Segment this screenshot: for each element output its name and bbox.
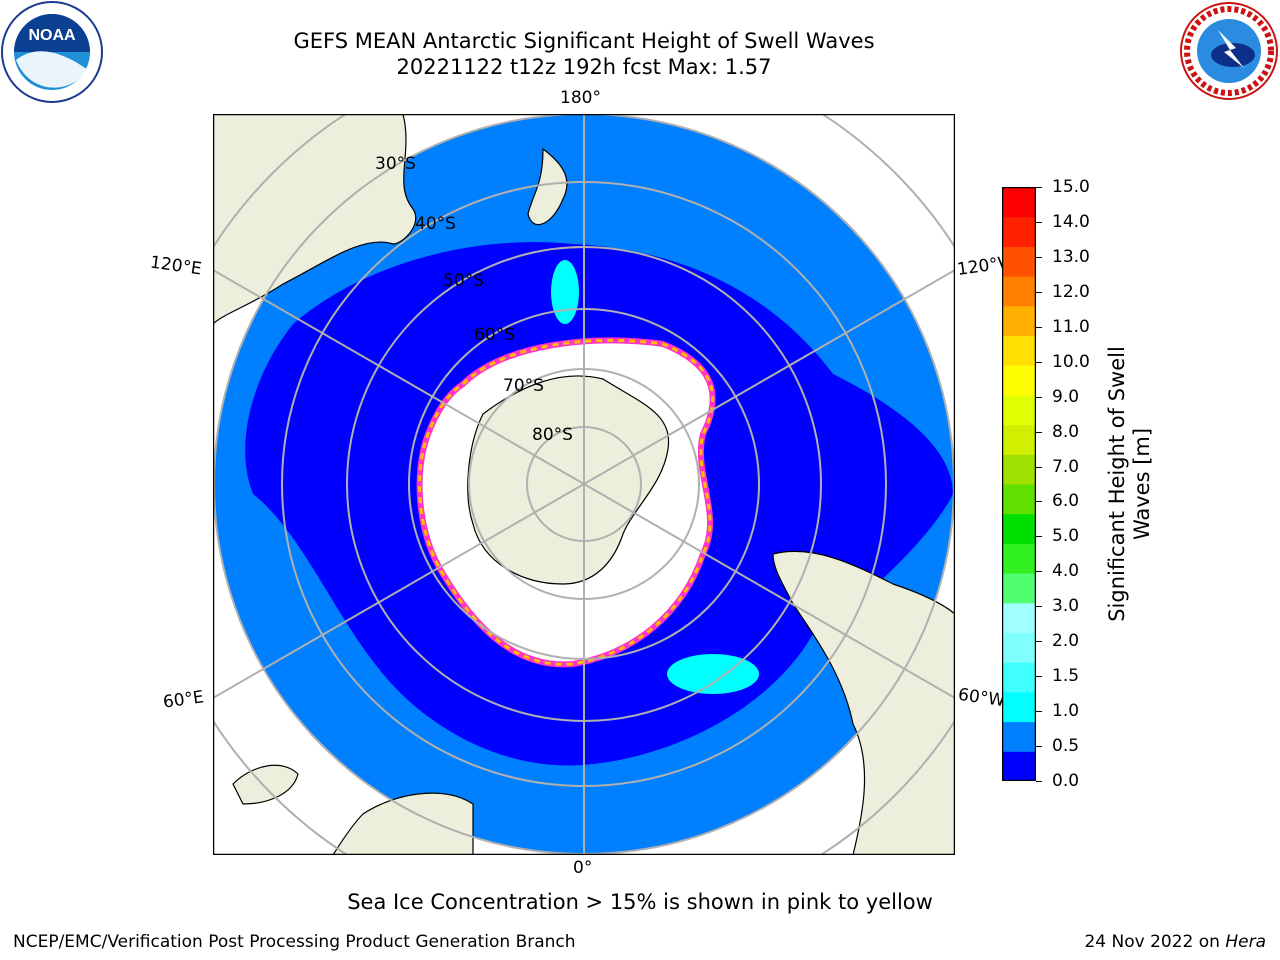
sea-ice-note: Sea Ice Concentration > 15% is shown in … bbox=[347, 890, 933, 914]
colorbar-tick bbox=[1036, 431, 1042, 433]
colorbar-tick bbox=[1036, 256, 1042, 258]
colorbar-tick bbox=[1036, 187, 1042, 188]
host-name: Hera bbox=[1225, 932, 1266, 952]
colorbar-swatch bbox=[1002, 216, 1036, 247]
antarctica-landmass bbox=[467, 375, 670, 585]
colorbar-swatch bbox=[1002, 394, 1036, 426]
lat-label: 80°S bbox=[532, 425, 573, 445]
antarctic-map: 30°S 40°S 50°S 60°S 70°S 80°S bbox=[213, 114, 955, 855]
colorbar-tick-label: 0.0 bbox=[1052, 771, 1080, 791]
colorbar-tick-label: 4.0 bbox=[1052, 561, 1080, 582]
noaa-logo-text: NOAA bbox=[28, 27, 76, 44]
colorbar-swatch bbox=[1002, 187, 1036, 218]
colorbar-swatch bbox=[1002, 246, 1036, 277]
colorbar-tick-label: 11.0 bbox=[1052, 316, 1090, 337]
colorbar-tick-label: 12.0 bbox=[1052, 281, 1090, 302]
credit-text: NCEP/EMC/Verification Post Processing Pr… bbox=[13, 932, 576, 952]
new-zealand-landmass bbox=[527, 147, 568, 226]
colorbar-swatch bbox=[1002, 632, 1036, 663]
lat-label: 70°S bbox=[503, 376, 544, 396]
colorbar-tick-label: 1.5 bbox=[1052, 666, 1080, 687]
colorbar-title-line1: Significant Height of Swell bbox=[1105, 346, 1129, 622]
colorbar-swatch bbox=[1002, 484, 1036, 515]
colorbar-swatch bbox=[1002, 424, 1036, 455]
colorbar-swatch bbox=[1002, 335, 1036, 366]
australia-landmass bbox=[213, 114, 417, 325]
lon-label: 120°E bbox=[148, 252, 203, 280]
noaa-logo-icon: NOAA bbox=[1, 1, 103, 103]
colorbar-tick-label: 13.0 bbox=[1052, 246, 1090, 267]
colorbar-swatch bbox=[1002, 454, 1036, 485]
colorbar-tick bbox=[1036, 536, 1042, 538]
chart-subtitle: 20221122 t12z 192h fcst Max: 1.57 bbox=[396, 55, 772, 79]
colorbar-tick bbox=[1036, 571, 1042, 573]
lat-label: 30°S bbox=[375, 154, 416, 174]
colorbar-tick-label: 1.0 bbox=[1052, 701, 1080, 722]
colorbar-title: Significant Height of Swell Waves [m] bbox=[1105, 346, 1155, 622]
madagascar-landmass bbox=[232, 764, 299, 805]
colorbar-swatch bbox=[1002, 721, 1036, 752]
colorbar-swatch bbox=[1002, 691, 1036, 723]
lat-label: 40°S bbox=[415, 214, 456, 234]
swell-patch bbox=[667, 654, 759, 694]
sea-ice-edge bbox=[418, 338, 715, 666]
lon-label: 60°W bbox=[956, 684, 1007, 712]
date-text: 24 Nov 2022 on Hera bbox=[1084, 932, 1266, 952]
colorbar-tick-label: 2.0 bbox=[1052, 631, 1080, 652]
colorbar-tick bbox=[1036, 746, 1042, 748]
colorbar-tick bbox=[1036, 326, 1042, 328]
chart-title: GEFS MEAN Antarctic Significant Height o… bbox=[293, 29, 875, 53]
colorbar-tick-label: 10.0 bbox=[1052, 351, 1090, 372]
colorbar-swatch bbox=[1002, 602, 1036, 633]
colorbar-tick bbox=[1036, 676, 1042, 678]
colorbar-tick bbox=[1036, 396, 1042, 398]
colorbar-swatch bbox=[1002, 305, 1036, 336]
colorbar-title-line2: Waves [m] bbox=[1130, 427, 1154, 541]
lon-label: 0° bbox=[573, 858, 593, 878]
swell-patch bbox=[551, 260, 579, 324]
colorbar-tick bbox=[1036, 501, 1042, 503]
colorbar bbox=[1002, 187, 1036, 781]
nws-logo-icon bbox=[1180, 2, 1278, 100]
colorbar-swatch bbox=[1002, 751, 1036, 781]
colorbar-tick-label: 15.0 bbox=[1052, 177, 1090, 197]
map-border bbox=[213, 114, 955, 855]
colorbar-tick-label: 5.0 bbox=[1052, 526, 1080, 547]
colorbar-tick bbox=[1036, 221, 1042, 223]
colorbar-border bbox=[1002, 187, 1036, 781]
colorbar-tick-label: 3.0 bbox=[1052, 596, 1080, 617]
date-value: 24 Nov 2022 on bbox=[1084, 932, 1220, 952]
colorbar-swatch bbox=[1002, 573, 1036, 604]
colorbar-tick-label: 14.0 bbox=[1052, 211, 1090, 232]
lat-label: 50°S bbox=[443, 271, 484, 291]
colorbar-tick bbox=[1036, 606, 1042, 608]
colorbar-tick-label: 8.0 bbox=[1052, 421, 1080, 442]
colorbar-swatch bbox=[1002, 543, 1036, 574]
colorbar-tick-label: 7.0 bbox=[1052, 456, 1080, 477]
colorbar-tick bbox=[1036, 711, 1042, 713]
colorbar-tick bbox=[1036, 781, 1042, 782]
colorbar-swatch bbox=[1002, 276, 1036, 307]
colorbar-tick-label: 0.5 bbox=[1052, 736, 1080, 757]
colorbar-swatch bbox=[1002, 365, 1036, 396]
colorbar-tick bbox=[1036, 466, 1042, 468]
colorbar-tick-label: 9.0 bbox=[1052, 386, 1080, 407]
lat-label: 60°S bbox=[474, 325, 515, 345]
lon-label: 180° bbox=[560, 88, 601, 108]
colorbar-tick bbox=[1036, 291, 1042, 293]
colorbar-swatch bbox=[1002, 662, 1036, 693]
lon-label: 60°E bbox=[161, 687, 206, 713]
colorbar-tick bbox=[1036, 361, 1042, 363]
colorbar-tick bbox=[1036, 641, 1042, 643]
colorbar-tick-label: 6.0 bbox=[1052, 491, 1080, 512]
colorbar-swatch bbox=[1002, 513, 1036, 544]
